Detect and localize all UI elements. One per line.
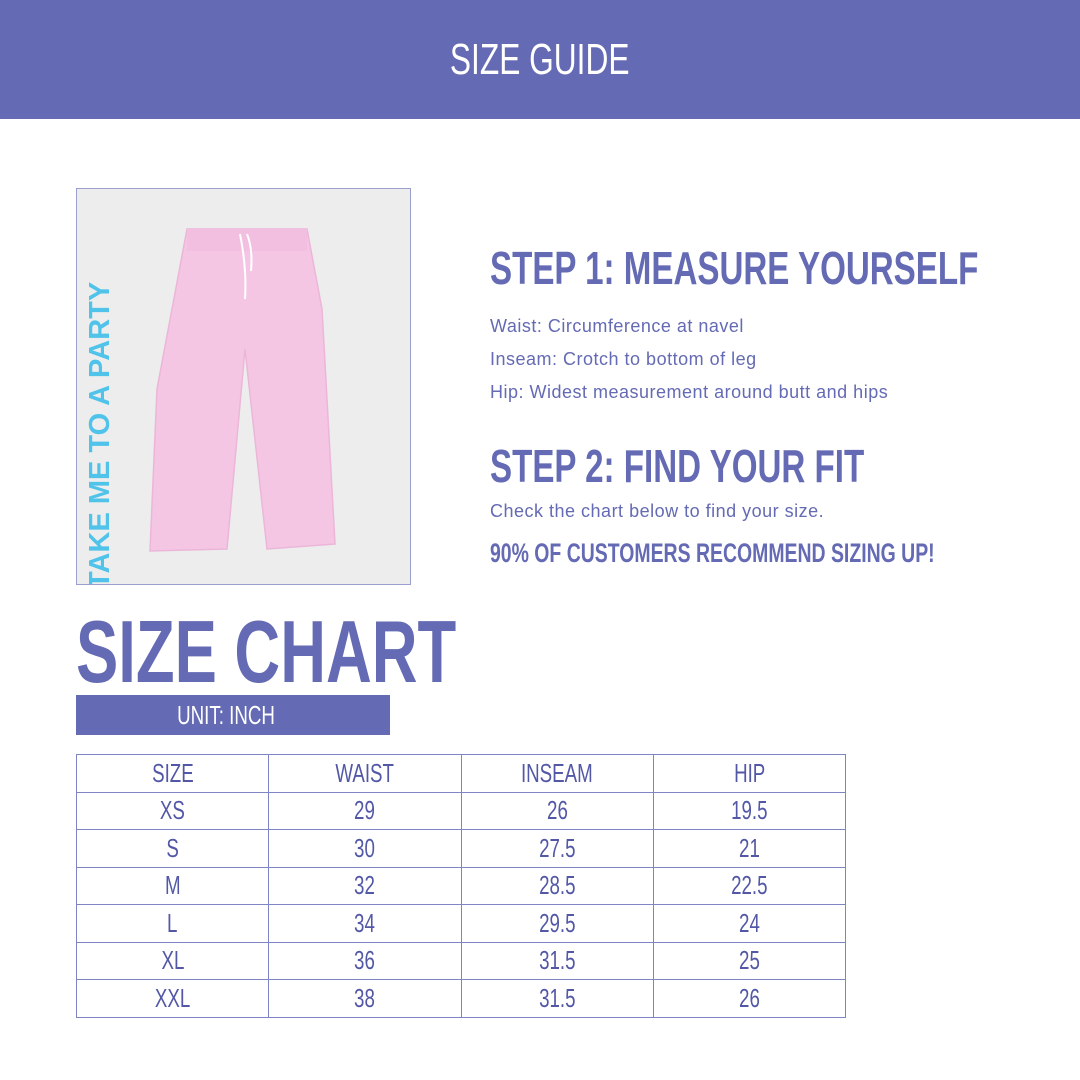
size-table: SIZE WAIST INSEAM HIP XS 29 26 19.5 S 30 27.5 2…	[75, 754, 847, 1018]
table-cell: XXL	[154, 982, 191, 1013]
table-cell: 22.5	[731, 870, 768, 901]
table-cell: 31.5	[538, 945, 576, 976]
table-cell: 34	[354, 907, 376, 938]
table-cell: 27.5	[538, 832, 576, 863]
step1-hip: Hip: Widest measurement around butt and …	[490, 382, 889, 402]
header-waist: WAIST	[335, 757, 395, 788]
table-header-row: SIZE WAIST INSEAM HIP	[75, 754, 847, 793]
table-cell: XL	[161, 945, 185, 976]
step2-text: Check the chart below to find your size.	[490, 501, 825, 521]
table-cell: 24	[738, 907, 760, 938]
table-cell: M	[164, 870, 181, 901]
table-row: S 30 27.5 21	[75, 829, 847, 868]
step2-title: STEP 2: FIND YOUR FIT	[490, 440, 865, 492]
table-row: XL 36 31.5 25	[75, 941, 847, 980]
table-cell: 36	[354, 945, 376, 976]
table-cell: 30	[354, 832, 376, 863]
table-cell: S	[166, 832, 179, 863]
sizing-note: 90% OF CUSTOMERS RECOMMEND SIZING UP!	[490, 538, 935, 568]
table-row: M 32 28.5 22.5	[75, 866, 847, 905]
step1-waist: Waist: Circumference at navel	[490, 316, 744, 336]
table-cell: 19.5	[731, 795, 768, 826]
header-size: SIZE	[151, 757, 194, 788]
table-cell: L	[167, 907, 178, 938]
table-cell: 26	[546, 795, 568, 826]
table-cell: 29	[354, 795, 376, 826]
product-photo: TAKE ME TO A PARTY	[76, 188, 411, 585]
table-cell: 25	[738, 945, 760, 976]
table-row: XS 29 26 19.5	[75, 791, 847, 830]
table-cell: 28.5	[538, 870, 576, 901]
step1-inseam: Inseam: Crotch to bottom of leg	[490, 349, 757, 369]
table-cell: 26	[738, 982, 760, 1013]
page-title: SIZE GUIDE	[450, 35, 630, 84]
table-cell: 29.5	[538, 907, 576, 938]
header-inseam: INSEAM	[521, 757, 594, 788]
size-chart-title: SIZE CHART	[76, 602, 457, 701]
unit-label: UNIT: INCH	[76, 695, 390, 735]
table-cell: XS	[160, 795, 186, 826]
table-cell: 38	[354, 982, 376, 1013]
pants-print-text: TAKE ME TO A PARTY	[83, 281, 116, 585]
table-cell: 21	[738, 832, 760, 863]
header-banner: SIZE GUIDE	[0, 0, 1080, 119]
table-cell: 32	[354, 870, 376, 901]
table-row: XXL 38 31.5 26	[75, 979, 847, 1018]
table-cell: 31.5	[538, 982, 576, 1013]
table-row: L 34 29.5 24	[75, 904, 847, 943]
pants-illustration	[149, 228, 336, 552]
header-hip: HIP	[733, 757, 765, 788]
step1-title: STEP 1: MEASURE YOURSELF	[490, 242, 979, 294]
